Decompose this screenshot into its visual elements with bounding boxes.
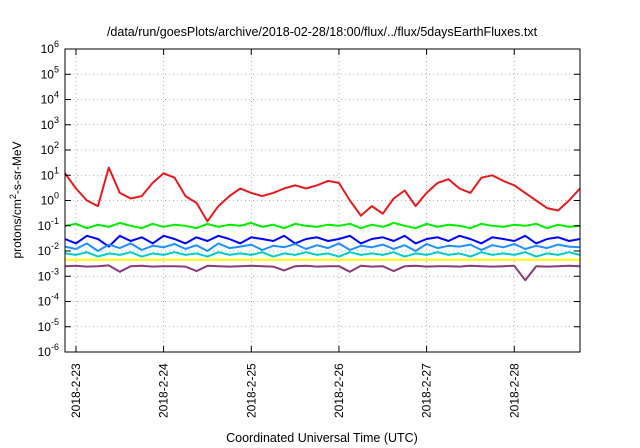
series-line-1: [64, 166, 581, 223]
y-tick-label: 105: [41, 64, 59, 81]
y-tick-label: 10-3: [38, 266, 59, 283]
y-tick-label: 103: [41, 115, 59, 132]
x-tick-labels: 2018-2-23 2018-2-24 2018-2-25 2018-2-26 2018…: [69, 363, 521, 418]
series-line-4: [64, 242, 581, 252]
y-tick-label: 100: [41, 191, 59, 208]
y-tick-label: 101: [41, 165, 59, 182]
plot-frame: [64, 48, 581, 353]
x-tick-label: 2018-2-23: [69, 363, 83, 418]
y-tick-label: 102: [41, 140, 59, 157]
x-tick-label: 2018-2-28: [507, 363, 521, 418]
x-tick-label: 2018-2-24: [157, 363, 171, 418]
x-tick-label: 2018-2-25: [244, 363, 258, 418]
y-tick-label: 106: [41, 39, 59, 56]
y-tick-labels: 10-6 10-5 10-4 10-3 10-2 10-1 100 101 102 103 104 1…: [38, 39, 59, 359]
y-tick-label: 10-5: [38, 317, 59, 334]
series-line-5: [64, 251, 581, 258]
series-line-3: [64, 234, 581, 248]
y-tick-label: 10-2: [38, 241, 59, 258]
y-axis-label: protons/cm2-s-sr-MeV: [8, 141, 24, 258]
x-tick-label: 2018-2-26: [332, 363, 346, 418]
grid: [65, 49, 580, 352]
y-tick-label: 104: [41, 90, 59, 107]
series-layer: [64, 166, 581, 282]
y-tick-label: 10-6: [38, 342, 59, 359]
x-axis-label: Coordinated Universal Time (UTC): [226, 431, 418, 445]
y-tick-label: 10-1: [38, 216, 59, 233]
y-tick-label: 10-4: [38, 292, 59, 309]
tick-layer: [65, 48, 580, 353]
chart-title: /data/run/goesPlots/archive/2018-02-28/1…: [107, 25, 538, 39]
x-tick-label: 2018-2-27: [420, 363, 434, 418]
series-line-2: [64, 221, 581, 230]
series-line-7: [64, 264, 581, 282]
